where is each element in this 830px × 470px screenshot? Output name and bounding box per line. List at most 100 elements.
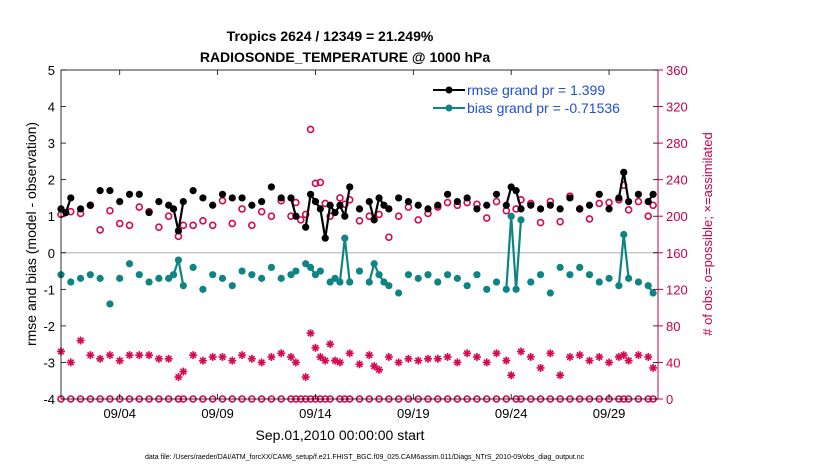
obs-assimilated-point bbox=[301, 373, 310, 382]
bias-point bbox=[585, 271, 594, 279]
y-axis-left: -4 -3 -2 -1 0 1 2 3 4 5 bbox=[43, 63, 658, 407]
asterisk-stroke bbox=[463, 349, 471, 357]
rmse-point bbox=[634, 190, 643, 198]
rmse-point bbox=[404, 198, 413, 206]
obs-possible-point bbox=[228, 219, 237, 228]
asterisk-stroke bbox=[365, 351, 373, 359]
asterisk-stroke bbox=[248, 355, 256, 363]
rmse-point bbox=[248, 201, 256, 209]
obs-assimilated-point bbox=[375, 365, 384, 374]
asterisk-stroke bbox=[375, 366, 383, 374]
bias-segment bbox=[505, 216, 513, 290]
bias-point bbox=[306, 263, 315, 271]
asterisk-stroke bbox=[287, 353, 295, 361]
bias-point bbox=[536, 271, 545, 279]
asterisk-stroke bbox=[546, 349, 554, 357]
asterisk-stroke bbox=[454, 359, 461, 366]
asterisk-stroke bbox=[395, 359, 403, 366]
asterisk-stroke bbox=[507, 371, 515, 379]
rmse-point bbox=[507, 183, 515, 191]
obs-assimilated-point bbox=[326, 340, 335, 349]
obs-possible-point bbox=[164, 212, 173, 221]
legend-rmse-marker bbox=[445, 86, 453, 94]
obs-possible-point bbox=[208, 221, 217, 230]
rmse-point bbox=[463, 194, 471, 202]
bias-point bbox=[605, 274, 613, 282]
x-axis: 09/04 09/09 09/14 09/19 09/24 09/29 bbox=[103, 70, 625, 421]
asterisk-stroke bbox=[106, 351, 114, 359]
legend-rmse-label: rmse grand pr = 1.399 bbox=[467, 82, 605, 98]
obs-assimilated-point bbox=[311, 343, 320, 352]
rmse-point bbox=[174, 227, 183, 235]
asterisk-stroke bbox=[595, 353, 603, 361]
y-axis-label-right: # of obs: o=possible; ×=assimilated bbox=[700, 132, 715, 335]
bias-point bbox=[566, 271, 574, 279]
rmse-point bbox=[336, 201, 344, 209]
rmse-point bbox=[375, 194, 383, 202]
bias-point bbox=[380, 278, 388, 286]
obs-assimilated-point bbox=[370, 362, 379, 371]
rmse-point bbox=[96, 187, 104, 195]
rmse-point bbox=[492, 190, 501, 198]
obs-possible-point bbox=[585, 215, 594, 223]
obs-assimilated-point bbox=[208, 352, 217, 361]
obs-possible-point bbox=[556, 217, 564, 226]
obs-assimilated-series bbox=[57, 329, 658, 382]
obs-possible-point bbox=[257, 207, 266, 216]
obs-possible-point bbox=[125, 221, 134, 230]
asterisk-stroke bbox=[219, 353, 226, 361]
bias-point bbox=[355, 267, 364, 275]
bias-point bbox=[199, 285, 207, 293]
bias-point bbox=[556, 263, 564, 271]
rmse-point bbox=[566, 194, 574, 202]
bias-point bbox=[644, 282, 652, 290]
obs-assimilated-point bbox=[179, 367, 188, 376]
footnote: data file: /Users/raeder/DAI/ATM_forcXX/… bbox=[145, 454, 585, 461]
y-right-tick-label: 320 bbox=[666, 100, 688, 115]
bias-point bbox=[414, 274, 422, 282]
obs-assimilated-point bbox=[164, 354, 173, 363]
obs-possible-point bbox=[385, 233, 393, 242]
asterisk-stroke bbox=[277, 349, 285, 357]
asterisk-stroke bbox=[238, 351, 246, 359]
asterisk-stroke bbox=[527, 353, 535, 361]
plot-area bbox=[61, 70, 658, 399]
asterisk-stroke bbox=[517, 348, 525, 355]
rmse-point bbox=[546, 201, 554, 209]
obs-assimilated-point bbox=[649, 363, 658, 372]
asterisk-stroke bbox=[473, 353, 481, 361]
bias-point bbox=[473, 271, 481, 279]
rmse-point bbox=[453, 198, 461, 206]
bias-point bbox=[365, 278, 373, 286]
bias-point bbox=[370, 260, 378, 268]
rmse-point bbox=[443, 190, 452, 198]
rmse-segment bbox=[177, 201, 185, 232]
rmse-point bbox=[277, 194, 285, 202]
legend-bias-label: bias grand pr = -0.71536 bbox=[467, 100, 620, 116]
obs-possible-point bbox=[649, 201, 657, 210]
obs-assimilated-point bbox=[115, 356, 124, 365]
bias-point bbox=[96, 274, 104, 282]
obs-assimilated-point bbox=[453, 358, 462, 367]
obs-assimilated-point bbox=[286, 352, 295, 361]
obs-possible-point bbox=[336, 194, 344, 202]
y-right-tick-label: 240 bbox=[666, 173, 688, 188]
obs-assimilated-point bbox=[516, 347, 525, 356]
rmse-point bbox=[316, 205, 324, 213]
rmse-point bbox=[155, 198, 163, 206]
bias-point bbox=[292, 267, 300, 275]
asterisk-stroke bbox=[414, 357, 422, 364]
obs-assimilated-point bbox=[433, 354, 442, 363]
bias-point bbox=[375, 271, 383, 279]
y-tick-label: -3 bbox=[43, 355, 55, 370]
rmse-point bbox=[238, 194, 246, 202]
obs-assimilated-point bbox=[384, 352, 393, 361]
obs-assimilated-point bbox=[492, 349, 501, 358]
y-right-tick-label: 80 bbox=[666, 319, 680, 334]
obs-possible-point bbox=[536, 218, 545, 227]
rmse-point bbox=[355, 205, 364, 213]
rmse-point bbox=[380, 201, 388, 209]
rmse-point bbox=[370, 216, 378, 224]
asterisk-stroke bbox=[86, 351, 94, 359]
